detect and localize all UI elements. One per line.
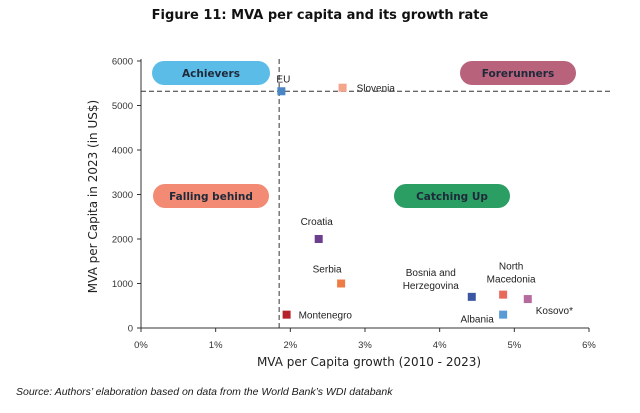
- point-serbia: [337, 279, 346, 288]
- y-tick-label: 5000: [112, 101, 133, 112]
- y-tick-label: 2000: [112, 235, 133, 246]
- x-tick-label: 3%: [358, 340, 372, 351]
- quadrant-falling-behind-box: [153, 184, 269, 208]
- chart-title: Figure 11: MVA per capita and its growth…: [151, 8, 489, 23]
- point-label-croatia: Croatia: [301, 217, 334, 228]
- source-note: Source: Authors’ elaboration based on da…: [16, 386, 393, 398]
- quadrant-catching-up-box: [394, 184, 510, 208]
- point-slovenia: [338, 83, 347, 92]
- x-tick-label: 0%: [134, 340, 148, 351]
- point-label-bosnia-and-herzegovina: Herzegovina: [403, 281, 460, 292]
- quadrant-achievers-label: Achievers: [182, 68, 240, 80]
- y-tick-label: 4000: [112, 146, 133, 157]
- point-north-macedonia: [499, 290, 508, 299]
- x-axis-title: MVA per Capita growth (2010 - 2023): [257, 355, 481, 369]
- quadrant-catching-up-label: Catching Up: [416, 191, 488, 203]
- point-croatia: [314, 235, 323, 243]
- quadrant-forerunners-label: Forerunners: [482, 68, 554, 80]
- y-tick-label: 0: [128, 324, 133, 335]
- y-tick-label: 6000: [112, 57, 133, 68]
- point-label-bosnia-and-herzegovina: Bosnia and: [406, 268, 456, 279]
- x-tick-label: 2%: [283, 340, 297, 351]
- point-label-north-macedonia: North: [499, 262, 523, 273]
- point-label-slovenia: Slovenia: [357, 84, 396, 95]
- point-label-serbia: Serbia: [313, 265, 342, 276]
- point-label-montenegro: Montenegro: [299, 311, 353, 322]
- x-tick-label: 4%: [433, 340, 447, 351]
- point-eu: [277, 87, 286, 96]
- point-label-kosovo: Kosovo*: [536, 306, 573, 317]
- quadrant-forerunners-box: [460, 61, 576, 85]
- quadrant-falling-behind-label: Falling behind: [169, 191, 253, 203]
- x-tick-label: 6%: [582, 340, 596, 351]
- point-montenegro: [282, 310, 291, 319]
- y-axis-title: MVA per Capita in 2023 (in US$): [86, 100, 100, 293]
- x-tick-label: 5%: [507, 340, 521, 351]
- point-albania: [499, 310, 508, 319]
- point-label-north-macedonia: Macedonia: [487, 275, 536, 286]
- point-kosovo: [523, 295, 532, 304]
- y-tick-label: 1000: [112, 279, 133, 290]
- x-tick-label: 1%: [209, 340, 223, 351]
- quadrant-achievers-box: [152, 61, 270, 85]
- point-label-eu: EU: [276, 74, 290, 85]
- point-label-albania: Albania: [460, 315, 494, 326]
- point-bosnia-and-herzegovina: [467, 292, 476, 301]
- y-tick-label: 3000: [112, 190, 133, 201]
